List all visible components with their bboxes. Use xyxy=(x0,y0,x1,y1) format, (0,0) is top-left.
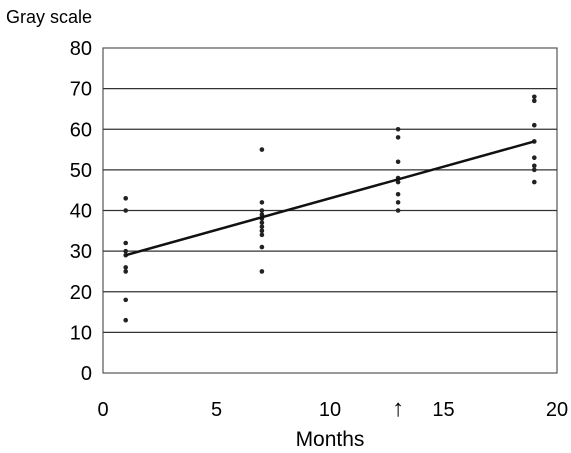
data-point xyxy=(532,94,537,100)
y-tick-label: 70 xyxy=(70,79,92,101)
x-axis-title: Months xyxy=(296,428,365,451)
data-point xyxy=(395,135,401,140)
month-13-marker-arrow: ↑ xyxy=(392,395,404,422)
data-point xyxy=(123,265,128,270)
y-tick-label: 50 xyxy=(70,160,92,182)
data-point xyxy=(395,159,401,165)
data-point xyxy=(532,155,537,160)
y-tick-label: 10 xyxy=(70,322,92,344)
data-point xyxy=(259,244,265,250)
x-tick-label: 15 xyxy=(432,399,454,421)
y-tick-label: 0 xyxy=(81,363,92,385)
data-point xyxy=(395,200,401,205)
data-point xyxy=(395,191,401,197)
data-point xyxy=(123,196,128,201)
data-point xyxy=(532,179,537,185)
data-point xyxy=(395,208,401,213)
data-point xyxy=(123,240,128,246)
y-tick-label: 40 xyxy=(70,201,92,223)
y-tick-label: 30 xyxy=(70,241,92,263)
data-point xyxy=(395,126,401,132)
x-tick-label: 20 xyxy=(546,399,568,421)
data-point xyxy=(259,200,265,205)
data-point xyxy=(532,122,537,128)
y-tick-label: 60 xyxy=(70,119,92,141)
data-point xyxy=(123,248,128,254)
data-point xyxy=(259,224,265,230)
x-tick-labels: 0 5 10 15 20 xyxy=(97,399,568,421)
x-tick-label: 0 xyxy=(97,399,108,421)
x-tick-label: 10 xyxy=(319,399,341,421)
x-tick-label: 5 xyxy=(211,399,222,421)
y-axis-title: Gray scale xyxy=(6,7,92,27)
data-point xyxy=(259,208,265,213)
data-point xyxy=(259,147,265,152)
data-point xyxy=(123,297,128,303)
data-point xyxy=(123,269,128,274)
data-point xyxy=(259,220,265,225)
y-tick-labels: 0 10 20 30 40 50 60 70 80 xyxy=(70,38,92,385)
data-point xyxy=(532,98,537,104)
data-point xyxy=(259,232,265,238)
data-point xyxy=(532,163,537,169)
y-tick-label: 80 xyxy=(70,38,92,60)
data-point xyxy=(532,167,537,173)
data-point xyxy=(123,317,128,323)
data-point xyxy=(259,228,265,234)
gridlines xyxy=(103,88,557,333)
data-point xyxy=(123,208,128,213)
y-tick-label: 20 xyxy=(70,282,92,304)
trend-line xyxy=(125,140,535,257)
data-point xyxy=(259,269,265,274)
